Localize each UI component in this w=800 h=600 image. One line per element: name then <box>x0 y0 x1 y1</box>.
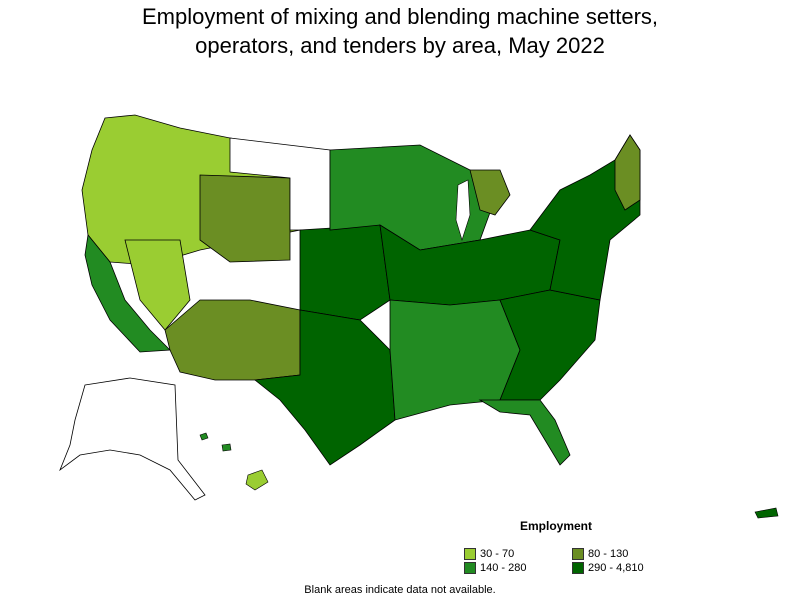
region-central-plains[interactable] <box>299 224 391 321</box>
region-mountain-west[interactable] <box>199 174 291 263</box>
legend-label: 290 - 4,810 <box>588 562 644 574</box>
legend-title: Employment <box>520 519 593 533</box>
legend-swatch <box>464 562 476 574</box>
region-pacific-coast[interactable] <box>84 234 171 353</box>
region-michigan[interactable] <box>469 169 511 216</box>
contiguous-us <box>81 114 641 466</box>
legend-item-30-70: 30 - 70 <box>464 547 514 561</box>
region-florida[interactable] <box>478 399 571 466</box>
region-great-basin[interactable] <box>124 239 191 331</box>
legend-item-80-130: 80 - 130 <box>572 547 628 561</box>
legend-swatch <box>572 548 584 560</box>
legend-label: 30 - 70 <box>480 548 515 560</box>
legend-item-140-280: 140 - 280 <box>464 561 526 575</box>
region-hawaii[interactable] <box>199 432 269 491</box>
legend-label: 80 - 130 <box>588 548 629 560</box>
region-puerto-rico[interactable] <box>754 507 779 519</box>
footnote: Blank areas indicate data not available. <box>304 584 496 596</box>
region-alaska[interactable] <box>59 377 206 501</box>
region-new-england[interactable] <box>614 134 641 211</box>
title-line-2: operators, and tenders by area, May 2022 <box>195 33 605 58</box>
lake-michigan <box>455 179 471 242</box>
legend-item-290-4810: 290 - 4,810 <box>572 561 644 575</box>
region-southwest[interactable] <box>164 299 301 381</box>
legend-label: 140 - 280 <box>480 562 527 574</box>
map-title: Employment of mixing and blending machin… <box>0 2 800 60</box>
legend-swatch <box>464 548 476 560</box>
title-line-1: Employment of mixing and blending machin… <box>141 4 659 29</box>
legend-swatch <box>572 562 584 574</box>
